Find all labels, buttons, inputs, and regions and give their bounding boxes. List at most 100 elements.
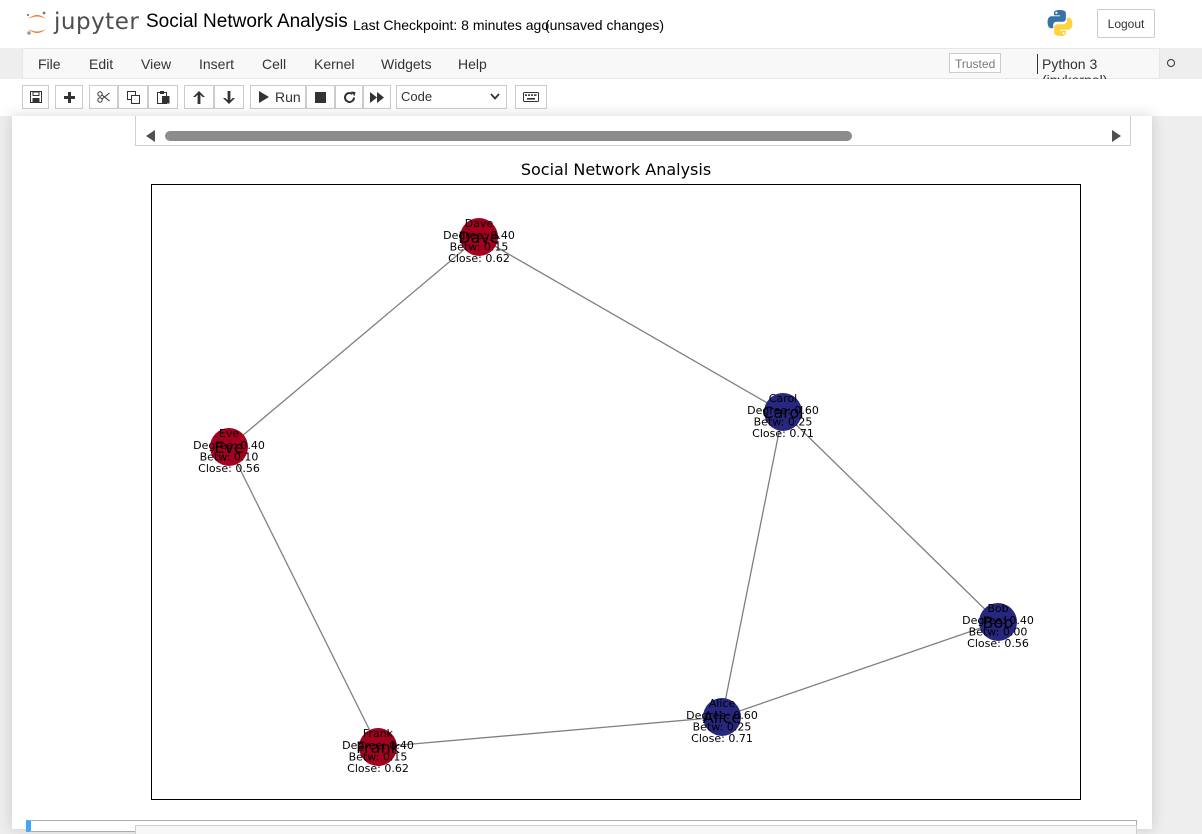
menu-edit[interactable]: Edit <box>89 56 114 72</box>
edge-eve-frank <box>228 446 379 748</box>
move-down-button[interactable] <box>214 85 244 109</box>
edge-alice-bob <box>721 621 999 718</box>
restart-icon <box>343 91 355 103</box>
logout-button[interactable]: Logout <box>1097 9 1155 38</box>
autosave-status: (unsaved changes) <box>545 17 665 33</box>
menu-file[interactable]: File <box>38 56 61 72</box>
node-bob-name: Bob <box>987 602 1008 615</box>
node-eve-closeness: Close: 0.56 <box>198 462 260 475</box>
node-eve-betweenness: Betw: 0.10 <box>200 451 259 464</box>
node-dave-name: Dave <box>465 217 494 230</box>
edge-carol-alice <box>721 411 784 718</box>
plus-icon <box>63 91 75 103</box>
insert-cell-button[interactable] <box>55 85 83 109</box>
notebook-container: Social Network Analysis Dave Dave Degree: … <box>12 116 1152 834</box>
node-carol-name: Carol <box>769 392 798 405</box>
menu-widgets[interactable]: Widgets <box>381 56 432 72</box>
edge-carol-bob <box>782 411 999 623</box>
trusted-badge[interactable]: Trusted <box>949 53 1001 73</box>
menubar: File Edit View Insert Cell Kernel Widget… <box>22 48 1175 88</box>
cell-type-select[interactable]: Code <box>396 85 507 109</box>
node-eve-name: Eve <box>219 427 239 440</box>
plot-frame <box>151 184 1081 800</box>
scroll-right-arrow-icon[interactable] <box>1112 130 1121 142</box>
menu-kernel[interactable]: Kernel <box>314 56 355 72</box>
scroll-left-arrow-icon[interactable] <box>146 130 155 142</box>
toolbar: Run Code <box>0 79 1202 116</box>
menu-insert[interactable]: Insert <box>199 56 235 72</box>
restart-kernel-button[interactable] <box>335 85 363 109</box>
node-alice-circle <box>703 698 741 736</box>
menu-help[interactable]: Help <box>458 56 487 72</box>
node-alice-degree: Degree: 0.60 <box>686 709 758 722</box>
paste-button[interactable] <box>148 85 178 109</box>
run-button[interactable]: Run <box>250 85 306 109</box>
node-dave-closeness: Close: 0.62 <box>448 252 510 265</box>
cut-icon <box>97 91 110 103</box>
stop-icon <box>315 91 326 103</box>
node-dave-label: Dave <box>458 228 499 247</box>
next-cell-input-area[interactable] <box>135 825 1137 834</box>
interrupt-kernel-button[interactable] <box>306 85 335 109</box>
arrow-down-icon <box>223 90 235 104</box>
checkpoint-status: Last Checkpoint: 8 minutes ago <box>353 17 550 33</box>
network-figure: Social Network Analysis DaveDaveDegree: … <box>151 160 1081 800</box>
command-palette-button[interactable] <box>515 85 547 109</box>
menu-cell[interactable]: Cell <box>262 56 287 72</box>
cut-button[interactable] <box>89 85 118 109</box>
edge-alice-frank <box>377 716 723 748</box>
restart-run-all-button[interactable] <box>363 85 391 109</box>
edges-layer <box>228 236 999 748</box>
header-bar: jupyter Social Network Analysis Last Che… <box>0 0 1202 48</box>
scrollbar-thumb[interactable] <box>165 131 852 141</box>
node-dave-betweenness: Betw: 0.15 <box>450 241 509 254</box>
jupyter-logo[interactable]: jupyter <box>25 9 139 38</box>
node-eve-circle <box>210 428 248 466</box>
node-dave-circle <box>460 218 498 256</box>
node-carol-label: Carol <box>762 403 803 422</box>
node-carol-closeness: Close: 0.71 <box>752 427 814 440</box>
cell-type-value: Code <box>401 89 433 104</box>
arrow-up-icon <box>193 90 205 104</box>
jupyter-logo-icon <box>27 11 46 35</box>
kernel-separator <box>1037 54 1038 74</box>
node-frank-circle <box>359 728 397 766</box>
node-eve-label: Eve <box>214 438 243 457</box>
node-frank-name: Frank <box>363 727 394 740</box>
node-bob-circle <box>979 603 1017 641</box>
menu-view[interactable]: View <box>141 56 172 72</box>
node-bob-closeness: Close: 0.56 <box>967 637 1029 650</box>
move-up-button[interactable] <box>184 85 214 109</box>
node-bob-degree: Degree: 0.40 <box>962 614 1034 627</box>
keyboard-icon <box>523 92 539 102</box>
node-bob-label: Bob <box>983 613 1014 632</box>
play-icon <box>259 91 269 103</box>
node-frank-degree: Degree: 0.40 <box>342 739 414 752</box>
node-frank-betweenness: Betw: 0.15 <box>349 751 408 764</box>
save-icon <box>29 91 42 103</box>
edge-dave-eve <box>228 236 480 448</box>
next-code-cell[interactable] <box>26 820 1137 834</box>
python-logo-icon <box>1047 10 1073 36</box>
kernel-idle-indicator-icon <box>1167 59 1175 67</box>
node-carol-betweenness: Betw: 0.25 <box>754 416 813 429</box>
node-frank-label: Frank <box>356 738 401 757</box>
chevron-down-icon <box>490 93 500 100</box>
node-alice-label: Alice <box>703 708 741 727</box>
copy-icon <box>126 90 140 104</box>
output-horizontal-scrollbar[interactable] <box>135 116 1131 146</box>
copy-button[interactable] <box>118 85 148 109</box>
node-eve-degree: Degree: 0.40 <box>193 439 265 452</box>
node-dave-degree: Degree: 0.40 <box>443 229 515 242</box>
node-carol-degree: Degree: 0.60 <box>747 404 819 417</box>
save-button[interactable] <box>22 85 49 109</box>
run-label: Run <box>275 89 301 105</box>
notebook-title[interactable]: Social Network Analysis <box>146 11 348 32</box>
